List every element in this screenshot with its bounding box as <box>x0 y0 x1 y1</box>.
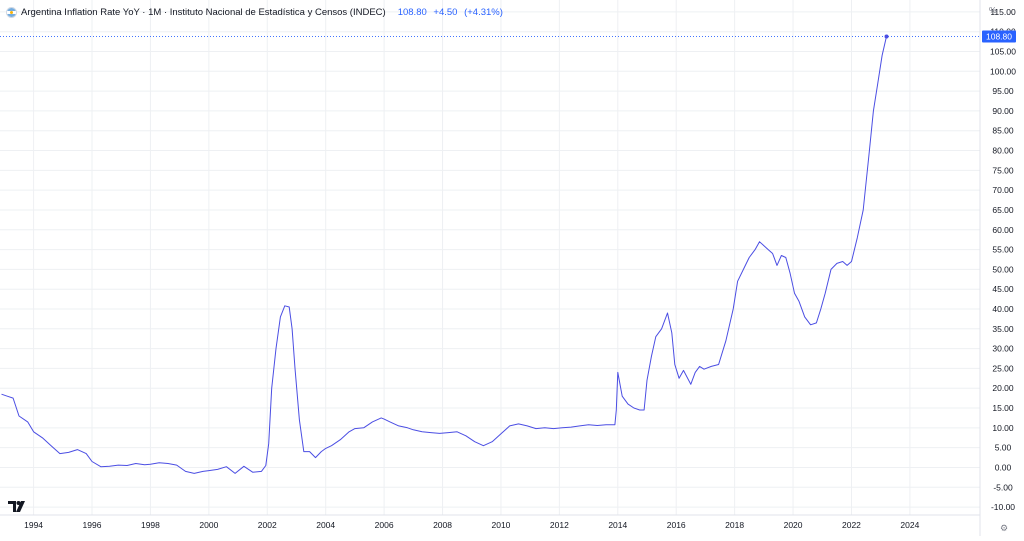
y-tick-label: 50.00 <box>992 264 1014 274</box>
y-tick-label: -5.00 <box>993 482 1013 492</box>
y-tick-label: 25.00 <box>992 363 1014 373</box>
x-tick-label: 2002 <box>258 520 277 530</box>
x-tick-label: 2010 <box>491 520 510 530</box>
y-tick-label: 70.00 <box>992 185 1014 195</box>
y-tick-labels: -10.00 -5.00 0.00 5.00 10.00 15.00 20.00 25.00 3… <box>990 7 1016 512</box>
y-tick-label: 55.00 <box>992 245 1014 255</box>
y-tick-label: 20.00 <box>992 383 1014 393</box>
x-tick-label: 1996 <box>83 520 102 530</box>
x-tick-label: 2022 <box>842 520 861 530</box>
x-tick-label: 1998 <box>141 520 160 530</box>
settings-gear-icon[interactable]: ⚙ <box>1000 523 1009 533</box>
x-tick-label: 2000 <box>199 520 218 530</box>
y-tick-label: 75.00 <box>992 165 1014 175</box>
x-tick-label: 2016 <box>667 520 686 530</box>
last-value-label-text: 108.80 <box>986 31 1012 41</box>
change-value: +4.50 <box>433 6 458 18</box>
y-tick-label: 40.00 <box>992 304 1014 314</box>
y-tick-label: 15.00 <box>992 403 1014 413</box>
y-tick-label: 30.00 <box>992 344 1014 354</box>
y-tick-label: 95.00 <box>992 86 1014 96</box>
last-value-label: 108.80 <box>982 30 1016 43</box>
last-value-dot <box>884 34 889 39</box>
y-tick-label: 35.00 <box>992 324 1014 334</box>
quote-values: 108.80 +4.50 (+4.31%) <box>398 7 507 18</box>
chart-title: Argentina Inflation Rate YoY · 1M · Inst… <box>21 6 386 18</box>
x-tick-label: 2018 <box>725 520 744 530</box>
y-tick-label: 115.00 <box>990 7 1016 17</box>
grid <box>0 0 980 515</box>
change-percent: (+4.31%) <box>464 6 503 18</box>
x-tick-labels: 1994 1996 1998 2000 2002 2004 2006 2008 2010 2012… <box>24 520 919 530</box>
tradingview-logo-icon[interactable] <box>8 499 28 517</box>
x-tick-label: 2020 <box>784 520 803 530</box>
y-tick-label: 105.00 <box>990 47 1016 57</box>
x-tick-label: 2008 <box>433 520 452 530</box>
y-tick-label: -10.00 <box>991 502 1015 512</box>
y-tick-label: 10.00 <box>992 423 1014 433</box>
y-tick-label: 90.00 <box>992 106 1014 116</box>
y-tick-label: 85.00 <box>992 126 1014 136</box>
last-value-label-bg <box>982 30 1016 43</box>
x-tick-label: 2012 <box>550 520 569 530</box>
x-tick-label: 1994 <box>24 520 43 530</box>
y-tick-label: 45.00 <box>992 284 1014 294</box>
x-tick-label: 2006 <box>375 520 394 530</box>
y-tick-label: 60.00 <box>992 225 1014 235</box>
inflation-series-line <box>1 36 887 474</box>
y-tick-label: 80.00 <box>992 146 1014 156</box>
y-tick-label: 0.00 <box>995 462 1012 472</box>
x-tick-label: 2024 <box>900 520 919 530</box>
x-tick-label: 2014 <box>608 520 627 530</box>
last-value: 108.80 <box>397 6 427 18</box>
price-axis-unit: % <box>989 5 997 15</box>
x-tick-label: 2004 <box>316 520 335 530</box>
y-tick-label: 100.00 <box>990 66 1016 76</box>
y-tick-label: 65.00 <box>992 205 1014 215</box>
chart-header: Argentina Inflation Rate YoY · 1M · Inst… <box>6 4 507 20</box>
y-tick-label: 5.00 <box>995 443 1012 453</box>
argentina-flag-icon <box>6 6 17 18</box>
